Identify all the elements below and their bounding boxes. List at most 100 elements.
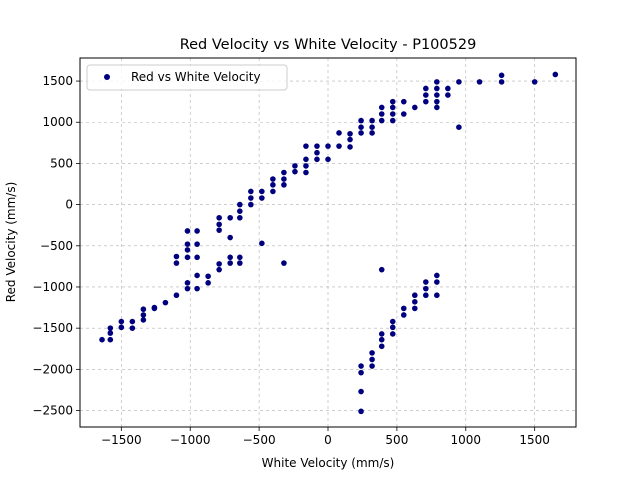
data-point [400,312,407,318]
y-tick-label: 1000 [42,115,73,129]
data-point [237,254,243,261]
chart-title: Red Velocity vs White Velocity - P100529 [180,37,477,53]
data-point [434,79,440,85]
data-point [325,156,331,163]
data-point [140,306,147,313]
data-point [476,79,483,85]
data-point [270,188,276,195]
data-point [281,169,287,176]
data-point [445,92,451,98]
legend-label: Red vs White Velocity [131,70,261,84]
data-point [292,163,298,169]
data-point [531,79,538,85]
data-point [389,104,396,111]
data-point [456,79,462,85]
data-point [389,331,396,337]
data-point [552,71,559,78]
data-point [99,336,105,343]
x-tick-label: −500 [243,433,276,447]
data-point [107,336,114,343]
data-point [389,98,396,105]
data-point [227,254,233,261]
data-point [378,104,385,111]
data-point [237,214,243,221]
data-point [303,143,309,149]
data-point [358,130,364,136]
data-point [336,130,342,136]
data-point [227,214,233,221]
data-point [358,363,364,369]
data-point [369,350,375,356]
data-point [107,325,114,331]
data-point [216,227,222,233]
data-point [378,117,385,124]
data-point [434,272,440,279]
data-point [151,305,158,312]
data-point [389,318,396,325]
data-point [184,285,191,292]
data-point [412,104,418,111]
data-point [281,182,287,188]
data-point [434,292,440,299]
x-axis-ticks: −1500 −1000 −500 0 500 1000 1500 [101,427,550,447]
data-point [347,144,353,150]
data-point [270,182,276,188]
data-point [325,143,331,149]
data-point [216,266,222,273]
data-point [358,388,364,395]
data-point [369,130,375,136]
data-point [216,221,222,228]
data-point [303,156,309,163]
data-point [237,260,243,266]
data-point [216,261,222,267]
data-point [369,356,375,363]
data-point [140,317,147,323]
data-point [412,305,418,312]
data-point [400,98,407,105]
data-point [314,143,320,149]
y-axis-ticks: −2500 −2000 −1500 −1000 −500 0 500 1000 1500 [32,74,80,418]
data-point [498,72,505,79]
data-point [227,234,233,241]
x-tick-label: 0 [324,433,332,447]
data-point [248,195,254,201]
data-point [292,168,298,175]
data-point [389,111,396,117]
data-point [314,149,320,156]
data-point [303,163,309,169]
data-point [227,260,233,266]
data-point [378,266,385,273]
data-point [434,92,440,98]
data-point [314,156,320,163]
y-tick-label: −2500 [32,404,73,418]
data-point [184,254,191,261]
data-point [237,208,243,215]
data-point [259,240,265,247]
data-point [434,279,440,285]
data-point [184,280,191,286]
data-point [118,318,125,325]
data-point [378,343,385,350]
data-point [400,111,407,117]
data-point [162,299,169,306]
data-point [184,247,191,253]
data-point [412,292,418,299]
y-tick-label: 500 [50,156,73,170]
data-point [194,285,200,292]
data-point [378,331,385,337]
x-tick-label: 500 [385,433,408,447]
data-point [303,169,309,176]
data-point [259,195,265,201]
data-point [248,188,254,195]
y-tick-label: −1000 [32,280,73,294]
data-point [445,85,451,92]
data-point [107,330,114,336]
y-tick-label: −500 [40,239,73,253]
data-point [237,201,243,208]
y-axis-label: Red Velocity (mm/s) [4,182,18,303]
data-point [259,188,265,195]
data-point [434,85,440,92]
data-point [118,324,125,331]
legend-box [86,64,288,91]
